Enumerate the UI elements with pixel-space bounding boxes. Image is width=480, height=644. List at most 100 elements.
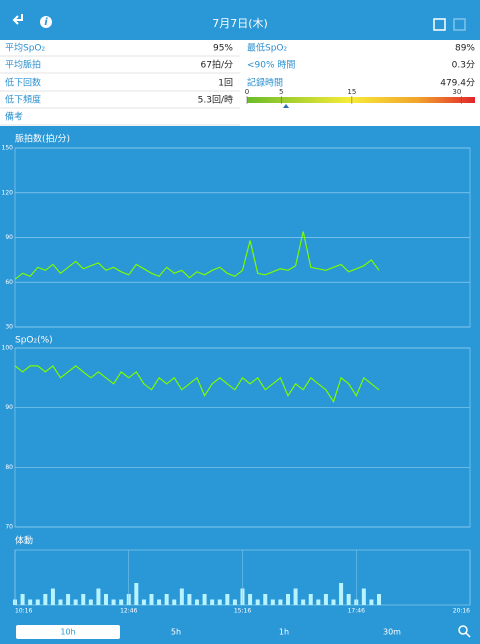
movement-bar xyxy=(73,599,78,605)
chart-title: 脈拍数(拍/分) xyxy=(15,133,70,145)
movement-bar xyxy=(43,594,48,605)
movement-bar xyxy=(331,599,336,605)
movement-bar xyxy=(225,594,230,605)
movement-bar xyxy=(301,599,306,605)
movement-bar xyxy=(270,599,275,605)
stat-label: 備考 xyxy=(5,111,23,123)
y-tick-label: 80 xyxy=(5,464,13,471)
movement-bar xyxy=(202,594,207,605)
y-tick-label: 60 xyxy=(5,279,13,286)
share-button[interactable] xyxy=(453,18,466,31)
movement-bar xyxy=(232,599,237,605)
movement-bar xyxy=(35,599,40,605)
movement-bar xyxy=(50,588,55,605)
y-tick-label: 30 xyxy=(5,324,13,331)
movement-bar xyxy=(111,599,116,605)
title: 7月7日(木) xyxy=(212,17,268,30)
movement-bar xyxy=(58,599,63,605)
gauge-tick-label: 0 xyxy=(245,88,249,96)
x-tick-label: 20:16 xyxy=(453,608,470,615)
x-tick-label: 15:16 xyxy=(234,608,251,615)
movement-bar xyxy=(195,599,199,605)
movement-bar xyxy=(96,588,101,605)
tab-label[interactable]: 1h xyxy=(279,628,289,637)
movement-bar xyxy=(119,599,124,605)
movement-bar xyxy=(20,594,25,605)
movement-bar xyxy=(164,594,169,605)
gauge-tick-label: 15 xyxy=(347,88,356,96)
stat-value: 479.4分 xyxy=(440,78,475,89)
movement-bar xyxy=(339,583,344,605)
trace xyxy=(14,231,380,280)
y-tick-label: 90 xyxy=(5,404,13,411)
gauge-tick-label: 30 xyxy=(452,88,461,96)
top-bar xyxy=(0,0,480,40)
x-tick-label: 12:46 xyxy=(120,608,137,615)
movement-bar xyxy=(293,588,298,605)
tab-selected[interactable] xyxy=(16,625,120,639)
movement-bar xyxy=(255,599,260,605)
gauge-bar xyxy=(247,97,475,103)
movement-bar xyxy=(172,599,177,605)
stat-value: 67拍/分 xyxy=(201,59,234,71)
movement-bar xyxy=(88,599,93,605)
info-button[interactable] xyxy=(40,16,52,28)
stat-label: 平均脈拍 xyxy=(5,59,41,71)
movement-bar xyxy=(134,583,139,605)
stat-label: 最低SpO₂ xyxy=(247,42,288,54)
x-tick-label: 17:46 xyxy=(348,608,365,615)
movement-bar xyxy=(104,594,108,605)
tab-label[interactable]: 10h xyxy=(60,628,75,637)
movement-bar xyxy=(346,594,351,605)
movement-bar xyxy=(263,594,268,605)
movement-bar xyxy=(286,594,290,605)
movement-bar xyxy=(81,594,86,605)
stat-value: 95% xyxy=(213,44,233,54)
edit-button[interactable] xyxy=(433,18,446,31)
trace xyxy=(14,365,380,404)
movement-bar xyxy=(361,588,366,605)
stat-value: 89% xyxy=(455,44,475,54)
search-handle xyxy=(465,632,471,638)
stat-label: 記録時間 xyxy=(247,77,283,89)
y-tick-label: 120 xyxy=(2,189,14,196)
movement-bar xyxy=(377,594,381,605)
movement-bar xyxy=(149,594,154,605)
info-icon: i xyxy=(44,17,48,28)
y-tick-label: 90 xyxy=(5,234,13,241)
movement-bar xyxy=(28,599,33,605)
stat-value: 5.3回/時 xyxy=(198,95,233,106)
search-button[interactable] xyxy=(458,625,468,635)
stats-panel xyxy=(0,40,480,126)
back-button[interactable] xyxy=(12,14,23,25)
chart-title: SpO₂(%) xyxy=(15,336,53,346)
stat-label: <90% 時間 xyxy=(247,60,295,71)
movement-bar xyxy=(179,588,184,605)
chart-title: 体動 xyxy=(15,535,33,547)
movement-bar xyxy=(210,599,215,605)
stat-label: 平均SpO₂ xyxy=(5,42,46,54)
movement-bar xyxy=(66,594,71,605)
movement-bar xyxy=(316,599,321,605)
movement-bar xyxy=(217,599,222,605)
gauge-marker xyxy=(283,104,289,108)
stat-label: 低下頻度 xyxy=(5,94,41,106)
movement-bar xyxy=(157,599,162,605)
movement-bar xyxy=(278,599,283,605)
movement-bar xyxy=(308,594,313,605)
stat-value: 0.3分 xyxy=(452,60,475,71)
tab-label[interactable]: 5h xyxy=(171,628,181,637)
movement-bar xyxy=(248,594,253,605)
stat-value: 1回 xyxy=(218,78,233,89)
plot-frame xyxy=(14,347,471,528)
movement-bar xyxy=(323,594,328,605)
y-tick-label: 100 xyxy=(2,345,14,352)
movement-bar xyxy=(187,594,192,605)
stat-label: 低下回数 xyxy=(5,77,41,89)
tab-label[interactable]: 30m xyxy=(383,628,401,637)
y-tick-label: 70 xyxy=(5,524,13,531)
y-tick-label: 150 xyxy=(2,145,14,152)
gauge-tick-label: 5 xyxy=(279,88,283,96)
